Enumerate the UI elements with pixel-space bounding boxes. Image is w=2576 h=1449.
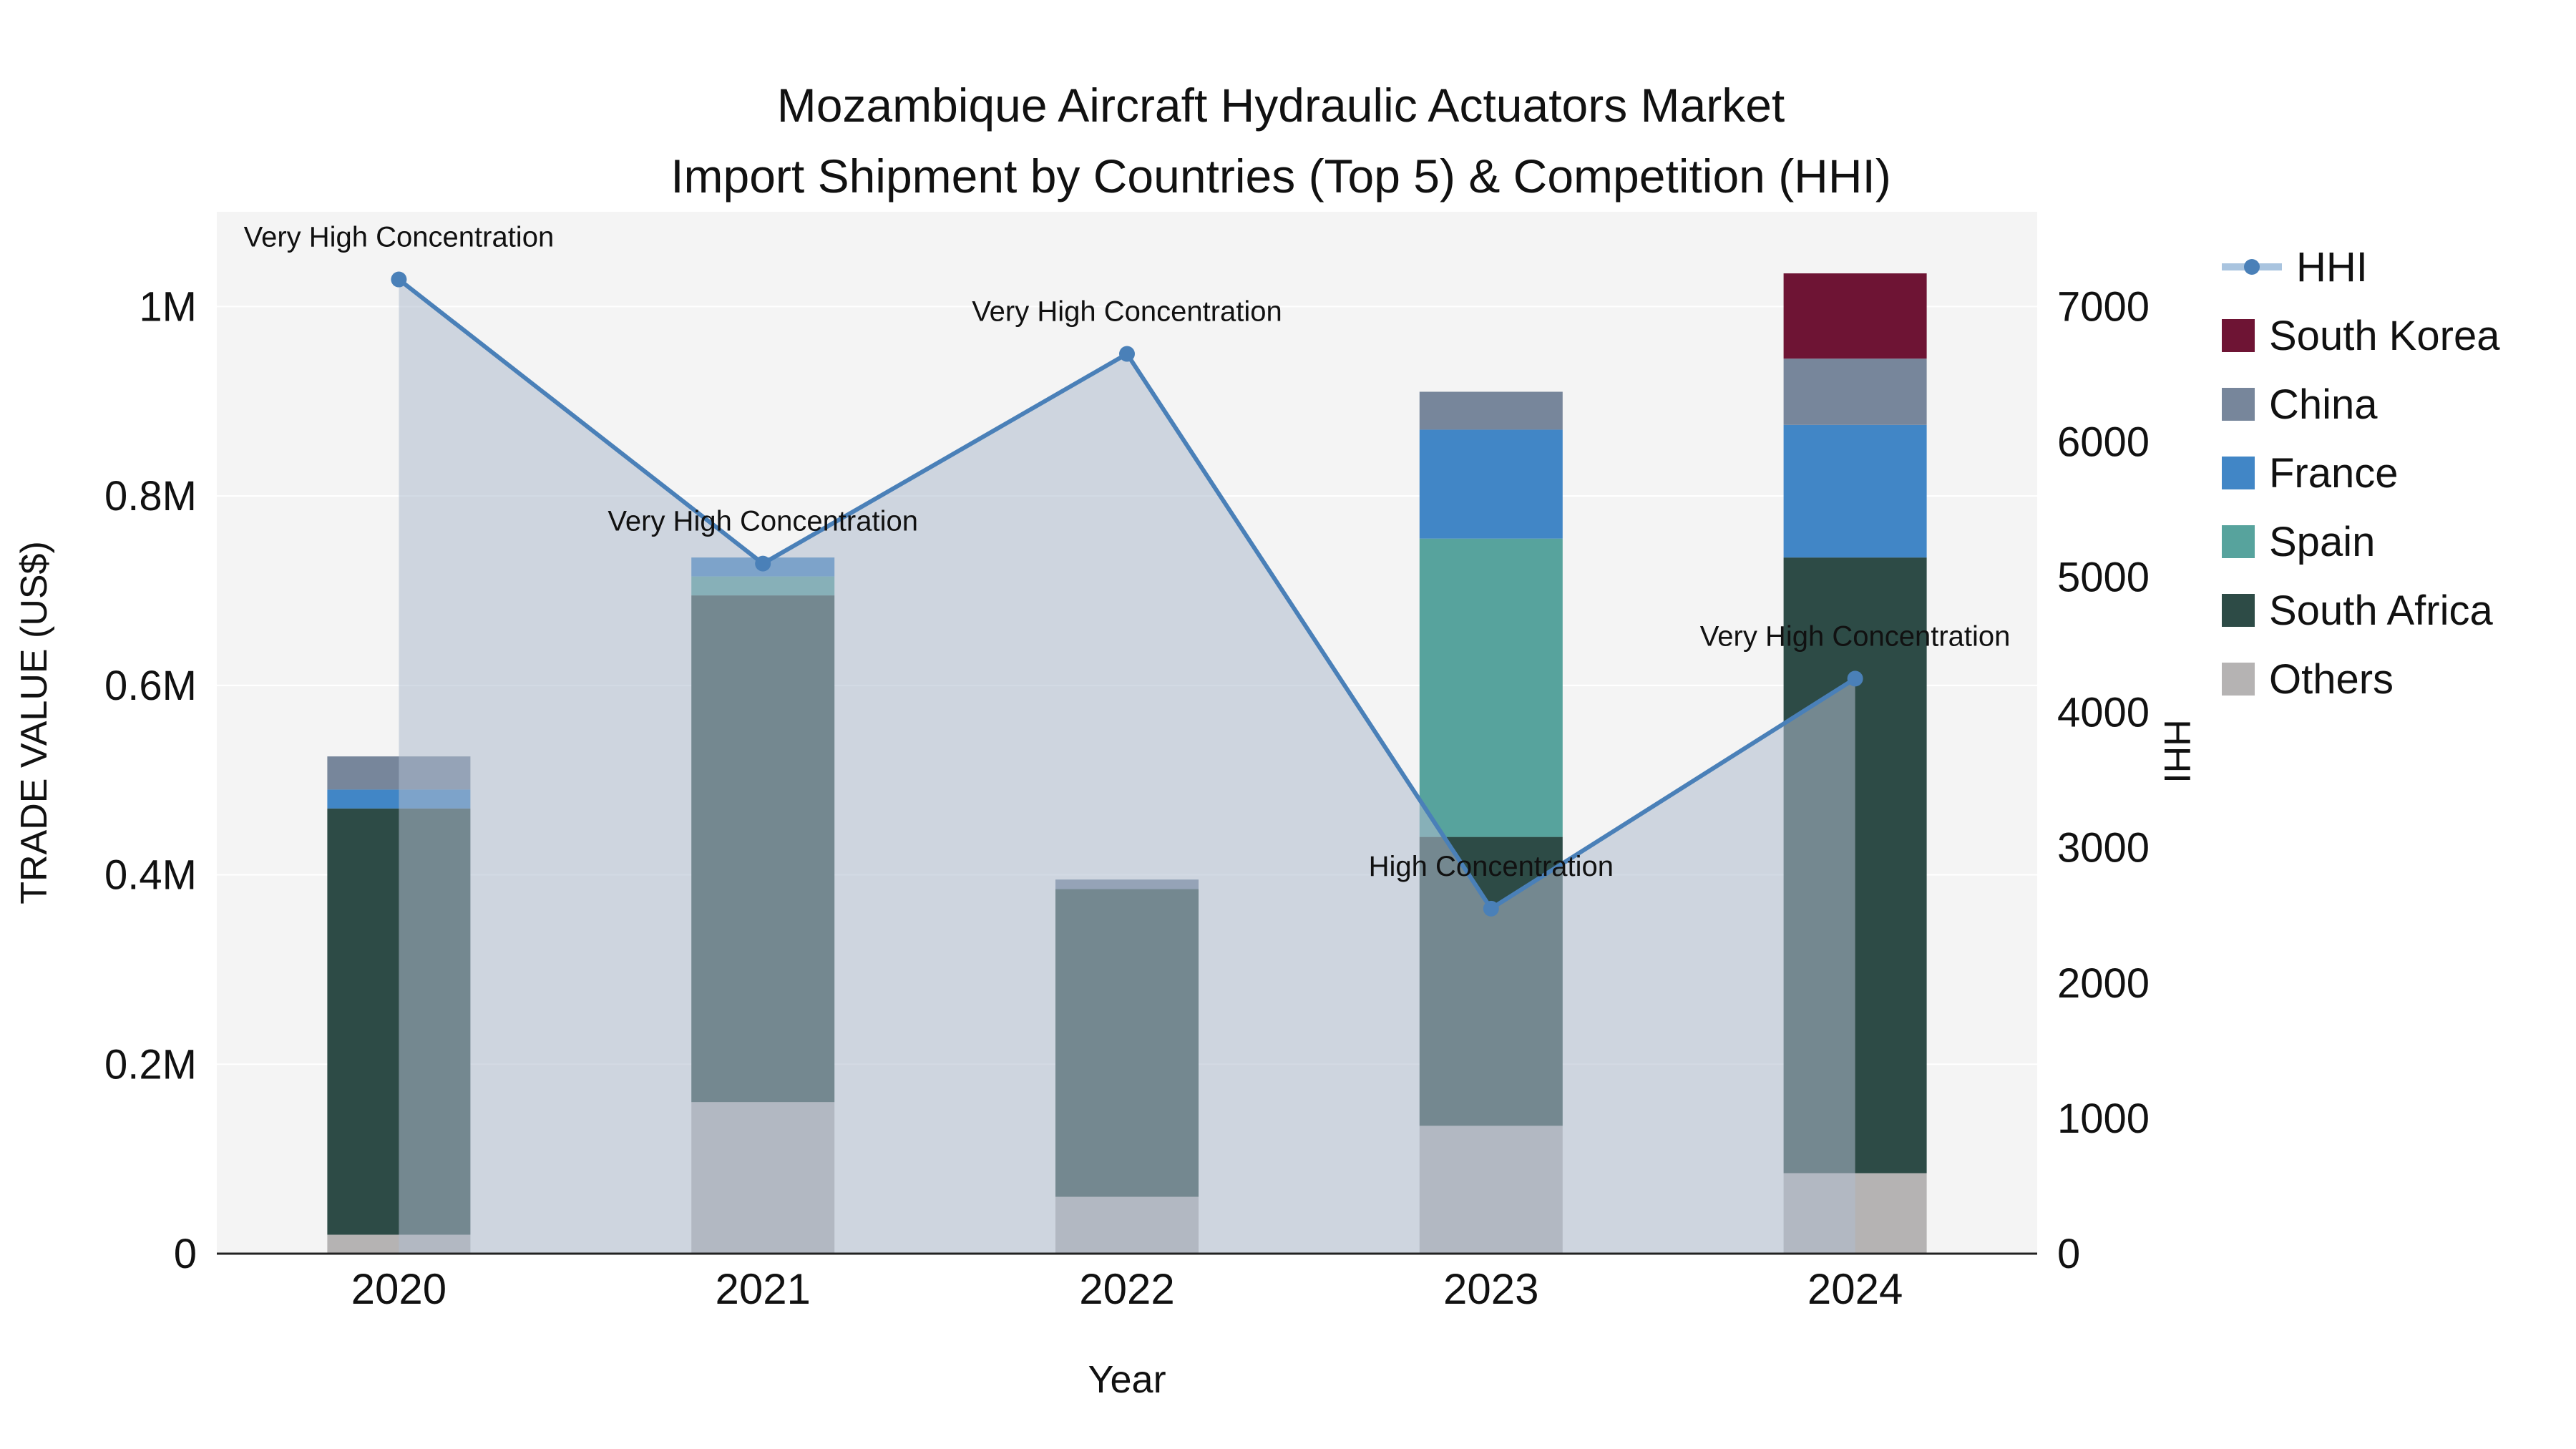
chart-title: Mozambique Aircraft Hydraulic Actuators … [670, 70, 1891, 212]
annotation-2020: Very High Concentration [244, 222, 555, 253]
annotation-2024: Very High Concentration [1700, 620, 2011, 652]
bar-segment-china-2023[interactable] [1419, 391, 1563, 430]
x-tick-2022: 2022 [1079, 1265, 1174, 1313]
hhi-point-2024[interactable] [1847, 670, 1863, 687]
y-right-tick: 3000 [2057, 825, 2150, 872]
y-axis-right-title: HHI [2156, 719, 2197, 784]
legend-label: South Korea [2269, 312, 2500, 359]
legend-swatch-line [2222, 259, 2282, 275]
legend-swatch [2222, 594, 2255, 627]
legend-label: France [2269, 449, 2399, 497]
annotation-2021: Very High Concentration [608, 506, 918, 537]
legend-label: Others [2269, 655, 2394, 703]
legend-swatch [2222, 663, 2255, 696]
legend-item-spain[interactable]: Spain [2222, 507, 2499, 576]
legend-swatch [2222, 388, 2255, 421]
y-right-tick: 6000 [2057, 419, 2150, 465]
legend-item-south-korea[interactable]: South Korea [2222, 301, 2499, 370]
legend-label: China [2269, 381, 2378, 428]
x-tick-2023: 2023 [1443, 1265, 1538, 1313]
x-axis-title: Year [1088, 1358, 1166, 1401]
y-left-tick: 0 [174, 1231, 197, 1277]
legend-item-south-africa[interactable]: South Africa [2222, 576, 2499, 645]
legend-item-hhi[interactable]: HHI [2222, 233, 2499, 301]
annotation-2023: High Concentration [1369, 851, 1614, 882]
y-right-tick: 2000 [2057, 960, 2150, 1007]
y-right-tick: 7000 [2057, 283, 2150, 330]
bar-segment-china-2024[interactable] [1783, 358, 1927, 425]
legend-label: HHI [2296, 243, 2368, 291]
legend-item-china[interactable]: China [2222, 370, 2499, 439]
bar-segment-south-korea-2024[interactable] [1783, 273, 1927, 359]
y-right-tick: 1000 [2057, 1096, 2150, 1142]
x-tick-2021: 2021 [715, 1265, 810, 1313]
legend: HHI South Korea China France Spain South Afri… [2222, 233, 2499, 713]
x-tick-2024: 2024 [1807, 1265, 1903, 1313]
hhi-point-2020[interactable] [391, 271, 407, 288]
x-tick-2020: 2020 [351, 1265, 447, 1313]
legend-swatch [2222, 319, 2255, 352]
legend-label: Spain [2269, 518, 2376, 565]
bar-segment-france-2023[interactable] [1419, 429, 1563, 539]
hhi-point-2023[interactable] [1483, 900, 1499, 917]
y-left-tick: 1M [139, 283, 197, 330]
y-left-tick: 0.2M [104, 1041, 197, 1088]
legend-item-france[interactable]: France [2222, 439, 2499, 507]
legend-label: South Africa [2269, 587, 2493, 634]
bar-segment-france-2024[interactable] [1783, 424, 1927, 558]
legend-item-others[interactable]: Others [2222, 645, 2499, 713]
annotation-2022: Very High Concentration [972, 296, 1282, 328]
y-left-tick: 0.8M [104, 473, 197, 519]
y-right-tick: 4000 [2057, 690, 2150, 736]
y-right-tick: 5000 [2057, 555, 2150, 601]
y-axis-left-title: TRADE VALUE (US$) [14, 541, 55, 904]
bar-segment-spain-2023[interactable] [1419, 538, 1563, 837]
legend-swatch [2222, 457, 2255, 489]
y-left-tick: 0.4M [104, 852, 197, 899]
chart-title-line2: Import Shipment by Countries (Top 5) & C… [670, 150, 1891, 203]
hhi-point-2022[interactable] [1119, 346, 1135, 362]
legend-swatch [2222, 525, 2255, 558]
hhi-point-2021[interactable] [755, 555, 771, 572]
hhi-area [399, 279, 1855, 1254]
y-right-tick: 0 [2057, 1231, 2080, 1277]
y-left-tick: 0.6M [104, 663, 197, 709]
chart-title-line1: Mozambique Aircraft Hydraulic Actuators … [776, 79, 1785, 132]
